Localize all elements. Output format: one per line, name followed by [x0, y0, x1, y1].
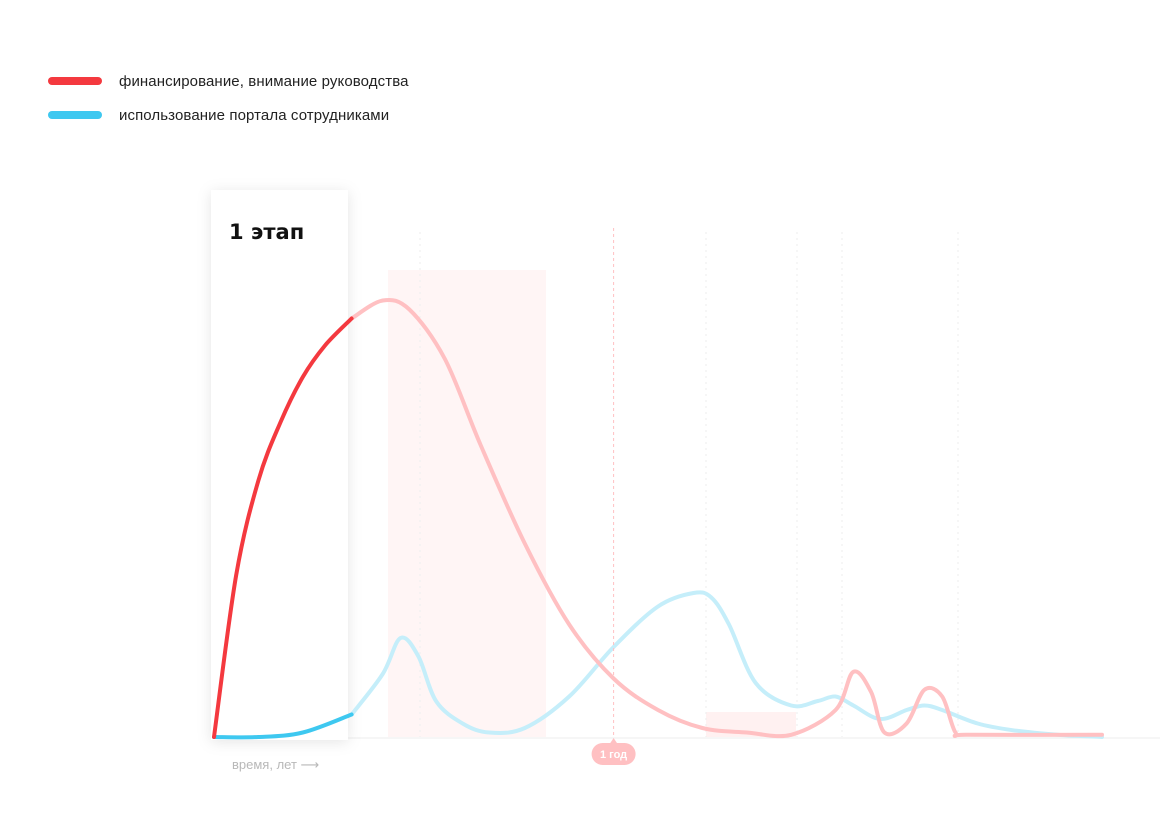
series-line-funding-faded	[349, 297, 1104, 739]
background-layer	[214, 232, 1160, 739]
series-line-usage	[212, 712, 354, 740]
stage-card	[211, 190, 348, 740]
legend: финансирование, внимание руководства исп…	[48, 70, 409, 138]
marker-layer: 1 год	[591, 228, 636, 765]
legend-swatch-usage	[48, 111, 102, 119]
marker-label-1: 1 год	[600, 749, 627, 761]
series-line-usage-faded	[349, 590, 1104, 739]
legend-label-funding: финансирование, внимание руководства	[119, 72, 409, 90]
legend-item-usage: использование портала сотрудниками	[48, 104, 409, 126]
legend-label-usage: использование портала сотрудниками	[119, 106, 390, 124]
x-axis-label: время, лет ⟶	[232, 757, 319, 772]
lines-layer	[212, 297, 1104, 740]
highlight-band	[388, 270, 546, 737]
marker-pointer-1	[609, 738, 618, 744]
marker-badge-1	[591, 743, 636, 765]
legend-swatch-funding	[48, 77, 102, 85]
stage-title: 1 этап	[229, 220, 304, 244]
legend-item-funding: финансирование, внимание руководства	[48, 70, 409, 92]
series-line-funding	[212, 316, 354, 739]
